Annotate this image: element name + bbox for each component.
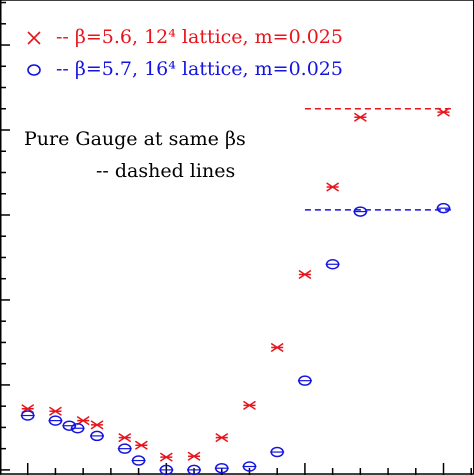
marker [437,107,450,117]
marker [270,342,284,353]
marker [90,420,104,430]
marker [243,400,256,410]
marker [118,432,132,443]
marker [326,182,340,192]
marker [215,432,229,443]
legend-label: -- β=5.7, 16⁴ lattice, m=0.025 [56,58,343,80]
marker [159,452,173,462]
marker [49,406,62,416]
annotation: -- dashed lines [96,160,235,182]
legend-marker [27,64,41,76]
legend-label: -- β=5.6, 12⁴ lattice, m=0.025 [56,26,343,48]
marker [187,451,201,461]
legend-marker [27,31,41,45]
annotation: Pure Gauge at same βs [24,128,246,150]
marker [134,440,148,450]
marker [353,112,367,122]
marker [298,269,312,280]
